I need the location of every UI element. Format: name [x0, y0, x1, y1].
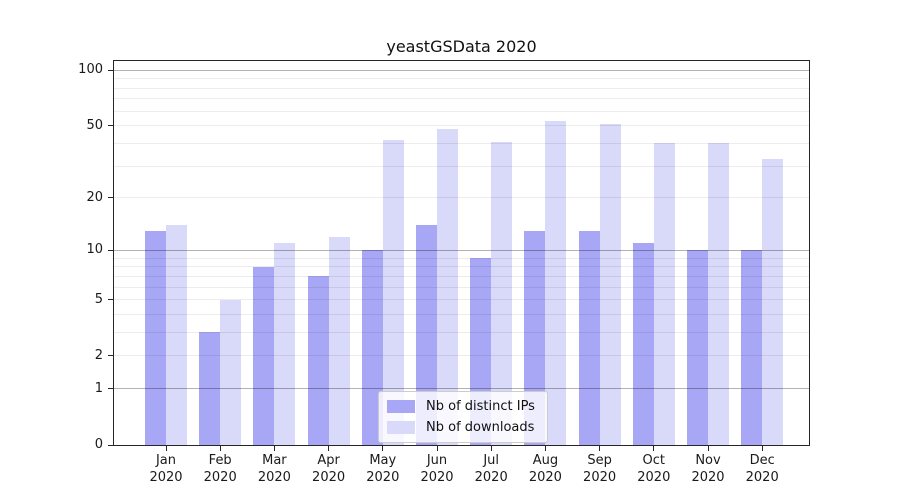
y-tick-label-5: 5	[94, 291, 103, 307]
x-tick-label-oct: Oct 2020	[637, 453, 671, 485]
bar-distinct_ips-nov	[687, 250, 708, 445]
bar-downloads-sep	[599, 124, 621, 445]
x-tick-dec	[761, 446, 763, 451]
gridline-100	[114, 69, 809, 71]
y-tick-label-0: 0	[94, 437, 103, 452]
bar-downloads-dec	[762, 158, 784, 445]
x-tick-aug	[544, 446, 546, 451]
gridline-30	[114, 165, 809, 167]
y-tick-1	[108, 388, 114, 390]
x-tick-label-dec: Dec 2020	[745, 453, 779, 485]
legend-swatch-downloads	[387, 421, 415, 434]
x-tick-label-apr: Apr 2020	[312, 453, 346, 485]
x-tick-jul	[490, 446, 492, 451]
legend-label-distinct-ips: Nb of distinct IPs	[426, 399, 535, 414]
y-tick-50	[108, 125, 114, 127]
bar-distinct_ips-feb	[199, 332, 221, 445]
bar-distinct_ips-oct	[632, 243, 654, 445]
bar-distinct_ips-jan	[145, 230, 166, 445]
x-tick-label-feb: Feb 2020	[203, 453, 237, 485]
y-tick-label-50: 50	[86, 117, 103, 133]
x-tick-jun	[436, 446, 438, 451]
bar-downloads-feb	[220, 299, 242, 445]
x-tick-oct	[653, 446, 655, 451]
y-tick-100	[108, 69, 114, 71]
bar-downloads-jul	[491, 141, 513, 445]
x-tick-jan	[165, 446, 167, 451]
legend-label-downloads: Nb of downloads	[426, 420, 535, 435]
legend-row-downloads: Nb of downloads	[387, 420, 535, 435]
x-tick-label-aug: Aug 2020	[528, 453, 562, 485]
plot-area: Nb of distinct IPs Nb of downloads	[113, 60, 810, 446]
legend: Nb of distinct IPs Nb of downloads	[378, 391, 548, 443]
gridline-90	[114, 78, 809, 80]
y-tick-10	[108, 249, 114, 251]
x-tick-mar	[273, 446, 275, 451]
x-tick-feb	[219, 446, 221, 451]
bar-downloads-apr	[328, 236, 350, 445]
x-tick-nov	[707, 446, 709, 451]
legend-swatch-distinct-ips	[387, 400, 415, 413]
gridline-70	[114, 98, 809, 100]
gridline-40	[114, 142, 809, 144]
bar-downloads-aug	[545, 121, 567, 445]
bar-downloads-may	[382, 139, 404, 445]
bar-downloads-oct	[653, 143, 675, 445]
bar-downloads-jun	[437, 128, 458, 445]
gridline-80	[114, 87, 809, 89]
bar-distinct_ips-may	[361, 250, 383, 445]
y-tick-label-1: 1	[94, 380, 103, 396]
bar-distinct_ips-jun	[416, 225, 437, 445]
bar-distinct_ips-mar	[253, 266, 275, 445]
x-tick-label-jun: Jun 2020	[420, 453, 454, 485]
x-tick-label-mar: Mar 2020	[257, 453, 291, 485]
x-tick-may	[382, 446, 384, 451]
y-tick-2	[108, 355, 114, 357]
x-tick-label-sep: Sep 2020	[583, 453, 617, 485]
gridline-60	[114, 110, 809, 112]
x-tick-apr	[328, 446, 330, 451]
y-tick-label-10: 10	[86, 242, 103, 258]
y-tick-label-20: 20	[86, 189, 103, 205]
y-tick-20	[108, 197, 114, 199]
x-tick-label-nov: Nov 2020	[691, 453, 725, 485]
bar-distinct_ips-dec	[741, 250, 763, 445]
y-tick-5	[108, 299, 114, 300]
y-tick-label-100: 100	[78, 62, 103, 78]
bar-downloads-mar	[274, 243, 296, 445]
gridline-50	[114, 125, 809, 127]
chart-title: yeastGSData 2020	[386, 37, 537, 56]
x-tick-sep	[599, 446, 601, 451]
bar-distinct_ips-apr	[307, 276, 329, 445]
x-tick-label-jul: Jul 2020	[474, 453, 508, 485]
x-tick-label-may: May 2020	[366, 453, 400, 485]
gridline-20	[114, 197, 809, 199]
y-tick-0	[108, 444, 114, 446]
bar-downloads-nov	[708, 143, 729, 445]
y-tick-label-2: 2	[94, 347, 103, 363]
bar-downloads-jan	[166, 225, 187, 445]
legend-row-distinct-ips: Nb of distinct IPs	[387, 399, 535, 414]
bar-distinct_ips-sep	[578, 230, 600, 445]
x-tick-label-jan: Jan 2020	[149, 453, 183, 485]
